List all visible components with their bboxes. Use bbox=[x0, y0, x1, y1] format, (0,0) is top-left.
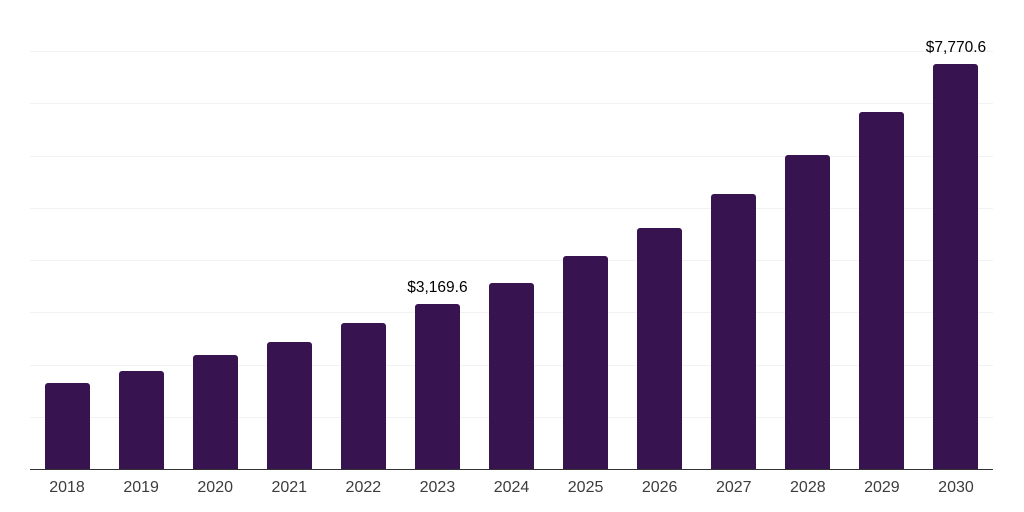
x-axis-label-2029: 2029 bbox=[864, 479, 900, 496]
x-axis-label-2018: 2018 bbox=[49, 479, 85, 496]
x-axis-label-2021: 2021 bbox=[271, 479, 308, 496]
gridline bbox=[30, 51, 993, 53]
bar-2023[interactable] bbox=[414, 304, 460, 470]
bar-slot bbox=[623, 0, 697, 470]
bar-slot bbox=[474, 0, 548, 470]
x-axis-label-2022: 2022 bbox=[345, 479, 382, 496]
gridline bbox=[30, 155, 993, 157]
bar-2021[interactable] bbox=[266, 341, 312, 470]
x-axis-label-2025: 2025 bbox=[567, 479, 604, 496]
plot-area: $3,169.6 $7,770.6 bbox=[30, 0, 993, 470]
x-axis-label-2026: 2026 bbox=[641, 479, 678, 496]
bar-2022[interactable] bbox=[340, 323, 386, 470]
bar-2025[interactable] bbox=[563, 255, 609, 470]
bar-slot bbox=[845, 0, 919, 470]
bars: $3,169.6 $7,770.6 bbox=[30, 0, 993, 470]
x-axis-labels: 2018 2019 2020 2021 2022 2023 2024 2025 2026 2027… bbox=[30, 479, 993, 497]
x-axis-label-2019: 2019 bbox=[123, 479, 159, 496]
x-axis-label-2028: 2028 bbox=[790, 479, 826, 496]
bar-2026[interactable] bbox=[637, 227, 683, 470]
bar-slot: $3,169.6 bbox=[400, 0, 474, 470]
x-axis-label-2020: 2020 bbox=[197, 479, 233, 496]
bar-2020[interactable] bbox=[192, 355, 238, 470]
bar-slot: $7,770.6 bbox=[919, 0, 993, 470]
bar-2024[interactable] bbox=[489, 283, 534, 470]
bar-value-label: $7,770.6 bbox=[925, 39, 987, 57]
bar-slot bbox=[697, 0, 771, 470]
bar-slot bbox=[549, 0, 623, 470]
bar-2028[interactable] bbox=[785, 155, 831, 470]
bar-slot bbox=[104, 0, 178, 470]
bar-value-label: $3,169.6 bbox=[407, 279, 468, 297]
x-axis-label-2024: 2024 bbox=[493, 479, 530, 496]
bar-slot bbox=[252, 0, 326, 470]
gridline bbox=[30, 260, 993, 262]
x-axis-label-2023: 2023 bbox=[419, 479, 456, 496]
x-axis-label-2027: 2027 bbox=[715, 479, 752, 496]
x-axis-line bbox=[30, 469, 993, 470]
bar-slot bbox=[771, 0, 845, 470]
x-axis-label-2030: 2030 bbox=[938, 479, 974, 496]
gridline bbox=[30, 103, 993, 105]
bar-2029[interactable] bbox=[859, 111, 905, 470]
bar-slot bbox=[178, 0, 252, 470]
bar-slot bbox=[30, 0, 104, 470]
gridline bbox=[30, 207, 993, 209]
bar-2018[interactable] bbox=[44, 382, 90, 470]
bar-2030[interactable] bbox=[933, 64, 979, 470]
bar-slot bbox=[326, 0, 400, 470]
bar-2027[interactable] bbox=[711, 194, 757, 470]
bar-2019[interactable] bbox=[118, 371, 164, 470]
